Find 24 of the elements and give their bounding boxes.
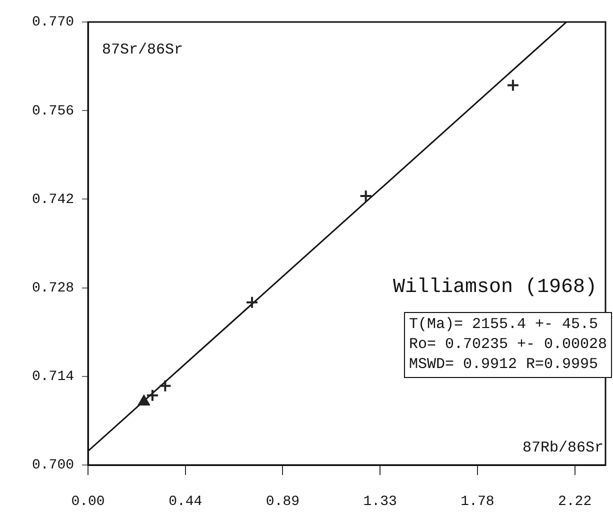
y-tick-label: 0.700 [32, 458, 74, 474]
annotation: T(Ma)= 2155.4 +- 45.5 [408, 315, 599, 335]
x-axis-title: 87Rb/86Sr [522, 439, 604, 456]
y-tick-label: 0.728 [32, 280, 74, 297]
y-tick-label: 0.756 [32, 103, 74, 120]
annotation: MSWD= 0.9912 R=0.9995 [408, 355, 599, 375]
x-tick-label: 0.89 [266, 494, 300, 510]
text: Williamson (1968) [392, 276, 597, 299]
y-tick-label: 0.742 [32, 192, 74, 208]
y-tick-label: 0.770 [32, 14, 74, 31]
x-tick-label: 2.22 [558, 494, 592, 510]
point [138, 395, 150, 406]
annotation: Ro= 0.70235 +- 0.00028 [408, 335, 607, 355]
x-tick-label: 1.33 [363, 494, 397, 510]
y-axis-title: 87Sr/86Sr [102, 41, 184, 58]
point [146, 388, 159, 402]
point [359, 190, 372, 203]
y-tick-label: 0.714 [32, 369, 74, 386]
point [158, 379, 172, 392]
x-tick-label: 1.78 [460, 494, 494, 510]
point [506, 78, 520, 92]
point [246, 296, 259, 309]
x-tick-label: 0.44 [168, 494, 202, 510]
x-tick-label: 0.00 [71, 494, 105, 510]
